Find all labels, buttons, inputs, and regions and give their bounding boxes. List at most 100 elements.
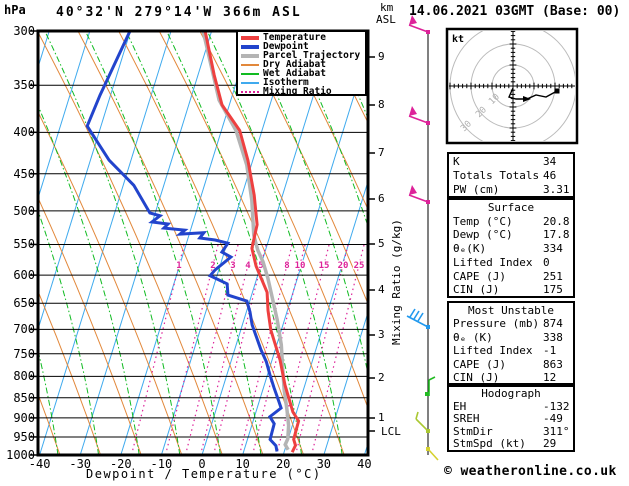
wind-barb <box>426 447 439 461</box>
sounding-traces <box>85 31 301 453</box>
km-unit-label: km <box>380 1 394 14</box>
legend-item: Mixing Ratio <box>241 87 365 96</box>
mixing-ratio-lines <box>130 244 365 455</box>
mixing-ratio-axis-title: Mixing Ratio (g/kg) <box>390 219 403 345</box>
mixing-ratio-labels: 1 2 3 4 5 8 10 15 20 25 <box>175 260 366 273</box>
panel-row-value: 874 <box>543 317 563 331</box>
panel-row-value: 17.8 <box>543 228 570 242</box>
legend-line-swatch <box>241 90 259 93</box>
plot-frame <box>30 29 375 457</box>
panel-row: Totals Totals 46 <box>449 169 573 183</box>
km-tick-label: 5 <box>378 237 385 250</box>
mixing-ratio-value: 5 <box>258 261 263 271</box>
panel-row: Pressure (mb) 874 <box>449 317 573 330</box>
panel-row: Lifted Index -1 <box>449 344 573 357</box>
panel-row: Lifted Index 0 <box>449 256 573 270</box>
km-tick-label: 3 <box>378 328 385 341</box>
hodograph-unit-label: kt <box>452 34 464 45</box>
legend-line-swatch <box>241 72 259 75</box>
pressure-tick-label: 600 <box>13 268 35 283</box>
stats-panel: Most Unstable Pressure (mb) 874 θₑ (K) 338 Li… <box>447 301 575 385</box>
dewpoint-trace <box>85 31 283 452</box>
legend-item-label: Dry Adiabat <box>263 58 326 70</box>
x-tick-label: 40 <box>357 457 372 471</box>
mixing-ratio-value: 8 <box>284 261 289 271</box>
panel-row: CAPE (J) 863 <box>449 358 573 371</box>
panel-row: StmSpd (kt) 29 <box>449 437 573 451</box>
mixing-ratio-value: 20 <box>338 261 349 271</box>
panel-row-label: CIN (J) <box>453 371 500 385</box>
legend-item: Wet Adiabat <box>241 69 365 78</box>
panel-row: SREH -49 <box>449 412 573 426</box>
km-tick-label: 1 <box>378 411 385 424</box>
pressure-tick-label: 500 <box>13 203 35 218</box>
pressure-tick-label: 950 <box>13 429 35 444</box>
km-tick-label: 4 <box>378 283 385 296</box>
x-tick-label: -30 <box>69 457 92 471</box>
panel-row-value: -1 <box>543 344 557 358</box>
footer-credit: © weatheronline.co.uk <box>444 464 617 479</box>
panel-row-label: PW (cm) <box>453 183 500 196</box>
panel-row-label: CAPE (J) <box>453 269 506 283</box>
km-tick-label: 6 <box>378 192 385 205</box>
panel-row: Temp (°C) 20.8 <box>449 215 573 229</box>
legend-item: Temperature <box>241 33 365 42</box>
panel-row-label: θₑ(K) <box>453 242 487 256</box>
km-tick-label: 7 <box>378 146 385 159</box>
pressure-tick-label: 850 <box>13 390 35 405</box>
legend-item: Dry Adiabat <box>241 60 365 69</box>
panel-title: Hodograph <box>481 387 541 400</box>
mixing-ratio-value: 10 <box>295 261 306 271</box>
panel-row: CIN (J) 12 <box>449 371 573 385</box>
panel-row-value: 0 <box>543 255 550 269</box>
mixing-ratio-value: 1 <box>176 261 181 271</box>
km-tick-label: 9 <box>378 50 385 63</box>
isobar-lines <box>38 84 368 438</box>
panel-row-label: Temp (°C) <box>453 214 513 228</box>
wind-barb <box>425 376 436 396</box>
panel-row-label: SREH <box>453 412 480 426</box>
panel-row-value: 175 <box>543 283 563 297</box>
panel-row-value: 29 <box>543 437 557 451</box>
panel-row-label: StmSpd (kt) <box>453 437 526 451</box>
mixing-ratio-value: 3 <box>230 261 235 271</box>
legend-item: Isotherm <box>241 78 365 87</box>
panel-row-label: K <box>453 155 460 168</box>
panel-row-value: 3.31 <box>543 183 570 196</box>
mixing-ratio-value: 15 <box>319 261 330 271</box>
pressure-tick-label: 300 <box>13 24 35 38</box>
mixing-ratio-value: 25 <box>354 261 365 271</box>
legend-item-label: Isotherm <box>263 76 309 88</box>
asl-unit-label: ASL <box>376 13 396 26</box>
panel-row: K 34 <box>449 155 573 169</box>
panel-row-label: EH <box>453 399 467 413</box>
x-tick-label: -40 <box>28 457 51 471</box>
wind-barb <box>408 106 430 125</box>
panel-row-value: 311° <box>543 424 570 438</box>
panel-row: StmDir 311° <box>449 424 573 439</box>
panel-row: EH -132 <box>449 399 573 414</box>
wind-barb <box>408 15 430 34</box>
wind-barb-column <box>406 15 439 461</box>
panel-row-label: Pressure (mb) <box>453 317 540 331</box>
pressure-tick-label: 450 <box>13 166 35 181</box>
pressure-tick-label: 700 <box>13 322 35 337</box>
stats-panel: K 34 Totals Totals 46 PW (cm) 3.31 <box>447 152 575 198</box>
x-tick-label: 20 <box>275 457 291 471</box>
hodograph-arrowhead <box>523 96 531 102</box>
pressure-tick-label: 350 <box>13 78 35 93</box>
panel-row-value: 863 <box>543 357 563 371</box>
legend-line-swatch <box>241 35 259 40</box>
panel-row-label: StmDir <box>453 424 493 438</box>
stats-panel: Hodograph EH -132 SREH -49 StmDir 311° StmSpd (… <box>447 385 575 452</box>
stats-panel: Surface Temp (°C) 20.8 Dewp (°C) 17.8 θₑ(K) 33… <box>447 198 575 298</box>
wind-barb <box>406 308 430 329</box>
panel-row-value: -49 <box>543 412 563 426</box>
legend-line-swatch <box>241 63 259 66</box>
pressure-tick-label: 750 <box>13 346 35 361</box>
x-axis-title: Dewpoint / Temperature (°C) <box>86 467 322 481</box>
panel-row: CIN (J) 175 <box>449 283 573 297</box>
